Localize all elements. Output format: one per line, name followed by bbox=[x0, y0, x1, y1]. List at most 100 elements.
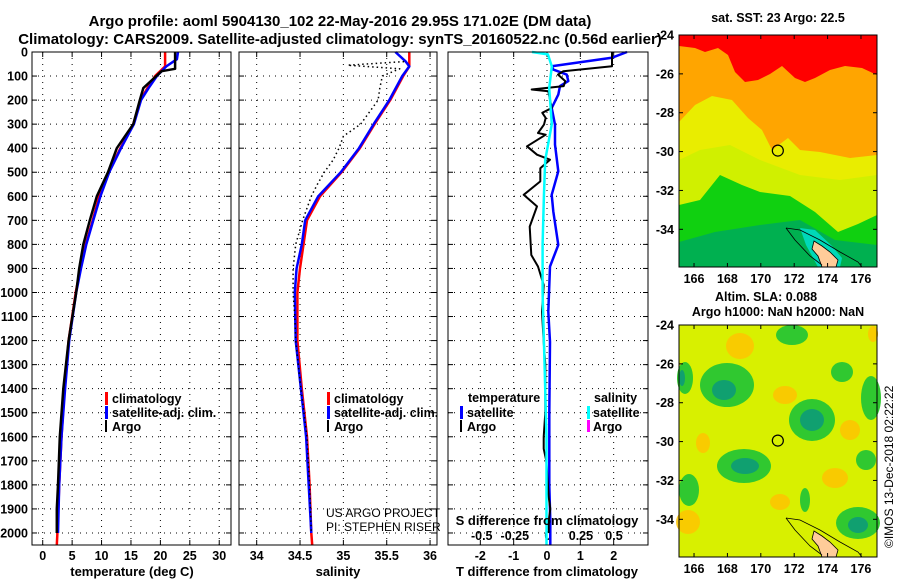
salinity-xlabel: salinity bbox=[316, 564, 362, 579]
lon-tick-label: 172 bbox=[784, 272, 805, 286]
x-tick-label: 0 bbox=[39, 549, 46, 563]
depth-tick-label: 400 bbox=[7, 142, 28, 156]
salinity-legend: climatology satellite-adj. clim. Argo bbox=[327, 392, 438, 434]
sst-map-frame bbox=[678, 34, 878, 268]
lat-tick-label: -26 bbox=[656, 357, 674, 371]
depth-tick-label: 1600 bbox=[0, 430, 28, 444]
depth-tick-label: 900 bbox=[7, 262, 28, 276]
lat-tick-label: -30 bbox=[656, 145, 674, 159]
lon-tick-label: 166 bbox=[684, 272, 705, 286]
difference-legend: temperature satellite Argo salinity sate… bbox=[460, 391, 640, 434]
x-tick-label: -1 bbox=[508, 549, 519, 563]
x-tick-label: 34 bbox=[250, 549, 264, 563]
depth-tick-label: 1300 bbox=[0, 358, 28, 372]
depth-tick-label: 300 bbox=[7, 118, 28, 132]
s-tick-label: -0.5 bbox=[471, 529, 493, 543]
series-argo bbox=[292, 60, 405, 534]
title-line-1: Argo profile: aoml 5904130_102 22-May-20… bbox=[89, 13, 592, 30]
lat-tick-label: -28 bbox=[656, 106, 674, 120]
legend-swatch-t-argo bbox=[460, 420, 462, 432]
argo-float-marker bbox=[771, 144, 784, 157]
depth-tick-label: 600 bbox=[7, 190, 28, 204]
depth-tick-label: 1100 bbox=[1, 310, 28, 324]
lat-tick-label: -24 bbox=[656, 29, 674, 43]
sst-map-title: sat. SST: 23 Argo: 22.5 bbox=[711, 11, 845, 25]
series-climatology bbox=[296, 52, 411, 546]
project-credit: US ARGO PROJECT bbox=[326, 506, 441, 520]
legend-label: climatology bbox=[334, 392, 404, 406]
legend-label: satellite bbox=[467, 406, 514, 420]
s-tick-label: 0 bbox=[544, 529, 551, 543]
plot-frame bbox=[447, 51, 649, 546]
x-tick-label: 15 bbox=[124, 549, 138, 563]
legend-swatch-satellite bbox=[105, 406, 108, 419]
lat-tick-label: -34 bbox=[656, 223, 674, 237]
depth-tick-label: 200 bbox=[7, 94, 28, 108]
lat-tick-label: -32 bbox=[656, 474, 674, 488]
s-difference-label: S difference from climatology bbox=[456, 513, 640, 528]
temperature-xlabel: temperature (deg C) bbox=[70, 564, 194, 579]
lon-tick-label: 168 bbox=[717, 272, 738, 286]
imos-stamp: ©IMOS 13-Dec-2018 02:22:22 bbox=[882, 385, 896, 548]
plot-frame bbox=[238, 51, 438, 546]
sst-field-hot bbox=[679, 35, 877, 82]
lon-tick-label: 176 bbox=[851, 562, 872, 576]
x-tick-label: 36 bbox=[423, 549, 437, 563]
legend-title-temperature: temperature bbox=[468, 391, 540, 405]
x-tick-label: 20 bbox=[153, 549, 167, 563]
lat-tick-label: -32 bbox=[656, 184, 674, 198]
bathymetry-contour bbox=[785, 517, 823, 556]
x-tick-label: 35 bbox=[336, 549, 350, 563]
sla-field-lowest bbox=[679, 370, 868, 533]
salinity-panel: 34 34.5 35 35.5 36 bbox=[238, 51, 438, 563]
lon-tick-label: 170 bbox=[750, 272, 771, 286]
sst-map bbox=[678, 34, 878, 268]
sla-map-title: Altim. SLA: 0.088 bbox=[715, 290, 817, 304]
x-tick-label: 2 bbox=[610, 549, 617, 563]
x-tick-label: -2 bbox=[475, 549, 486, 563]
sla-map-frame bbox=[678, 324, 878, 558]
series-temperature-satellite bbox=[547, 50, 628, 545]
lon-tick-label: 172 bbox=[784, 562, 805, 576]
lat-tick-label: -24 bbox=[656, 319, 674, 333]
lat-tick-label: -26 bbox=[656, 67, 674, 81]
temperature-legend: climatology satellite-adj. clim. Argo bbox=[105, 392, 216, 434]
legend-title-salinity: salinity bbox=[594, 391, 637, 405]
depth-tick-label: 1500 bbox=[0, 406, 28, 420]
depth-tick-label: 1800 bbox=[0, 478, 28, 492]
t-difference-xlabel: T difference from climatology bbox=[456, 564, 639, 579]
legend-swatch-t-satellite bbox=[460, 406, 463, 419]
legend-label: climatology bbox=[112, 392, 182, 406]
depth-tick-label: 2000 bbox=[0, 526, 28, 540]
plot-frame bbox=[31, 51, 232, 546]
x-tick-label: 35.5 bbox=[375, 549, 399, 563]
depth-tick-label: 100 bbox=[7, 70, 28, 84]
lon-tick-label: 170 bbox=[750, 562, 771, 576]
x-tick-label: 34.5 bbox=[288, 549, 312, 563]
x-tick-label: 5 bbox=[69, 549, 76, 563]
lon-tick-label: 174 bbox=[817, 272, 838, 286]
legend-label: satellite-adj. clim. bbox=[334, 406, 438, 420]
legend-label: Argo bbox=[467, 420, 497, 434]
series-temperature-argo bbox=[522, 52, 613, 533]
legend-label: Argo bbox=[334, 420, 364, 434]
legend-label: Argo bbox=[112, 420, 142, 434]
depth-tick-label: 700 bbox=[7, 214, 28, 228]
legend-swatch-climatology bbox=[327, 392, 330, 405]
x-tick-label: 10 bbox=[95, 549, 109, 563]
legend-swatch-argo bbox=[327, 420, 329, 432]
depth-tick-label: 1200 bbox=[0, 334, 28, 348]
legend-swatch-satellite bbox=[327, 406, 330, 419]
legend-swatch-argo bbox=[105, 420, 107, 432]
x-tick-label: 0 bbox=[544, 549, 551, 563]
series-satellite-adj-clim- bbox=[293, 51, 411, 534]
depth-tick-label: 500 bbox=[7, 166, 28, 180]
series-argo bbox=[55, 52, 177, 533]
legend-label: satellite bbox=[593, 406, 640, 420]
argo-float-marker bbox=[771, 434, 784, 447]
depth-tick-label: 1700 bbox=[0, 454, 28, 468]
bathymetry-contour bbox=[785, 227, 823, 266]
legend-label: Argo bbox=[593, 420, 623, 434]
sst-map-axes: 166 168 170 172 174 176 -24 -26 -28 -30 -32 -34 bbox=[656, 29, 877, 286]
